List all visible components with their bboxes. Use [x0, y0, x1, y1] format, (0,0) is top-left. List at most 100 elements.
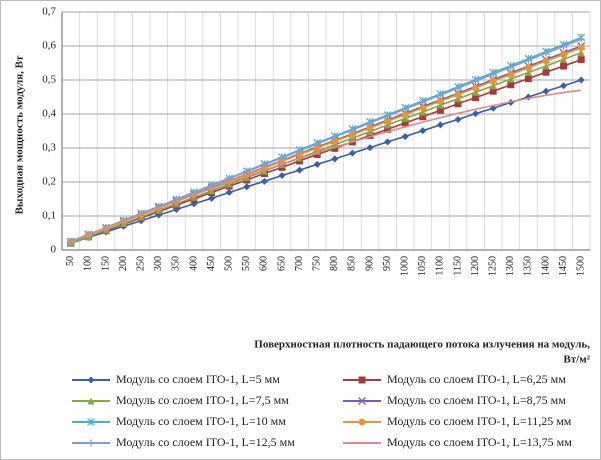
x-tick-label: 50 — [65, 256, 76, 266]
y-axis-label: Выходная мощность модуля, Вт — [14, 55, 26, 214]
x-tick-label: 750 — [311, 256, 322, 271]
marker — [366, 124, 374, 132]
marker — [225, 189, 233, 197]
marker — [358, 418, 366, 426]
legend-label: Модуль со слоем ITO-1, L=11,25 мм — [387, 414, 572, 428]
marker — [384, 117, 392, 125]
marker — [331, 155, 339, 163]
marker — [208, 194, 216, 202]
y-tick-label: 0,4 — [42, 108, 56, 120]
y-tick-label: 0,2 — [42, 176, 56, 188]
marker — [507, 81, 515, 89]
marker — [296, 166, 304, 174]
marker — [87, 397, 95, 405]
marker — [243, 183, 251, 191]
y-tick-label: 0,5 — [42, 74, 56, 86]
marker — [507, 63, 515, 71]
marker — [366, 131, 374, 139]
x-tick-label: 800 — [329, 256, 340, 271]
marker — [507, 71, 515, 79]
y-tick-label: 0,1 — [42, 210, 56, 222]
marker — [507, 75, 515, 83]
marker — [489, 77, 497, 85]
marker — [489, 87, 497, 95]
series-line — [70, 79, 582, 244]
marker — [524, 69, 532, 77]
x-tick-label: 1000 — [399, 256, 410, 276]
legend-label: Модуль со слоем ITO-1, L=13,75 мм — [387, 435, 572, 449]
x-tick-label: 850 — [347, 256, 358, 271]
marker — [401, 111, 409, 119]
legend-label: Модуль со слоем ITO-1, L=10 мм — [116, 414, 286, 428]
y-tick-label: 0,3 — [42, 142, 56, 154]
y-tick-label: 0 — [51, 244, 57, 256]
series-line — [70, 38, 582, 243]
marker — [524, 56, 532, 64]
marker — [313, 160, 321, 168]
marker — [542, 62, 550, 70]
marker — [384, 121, 392, 129]
marker — [87, 439, 95, 447]
marker — [348, 131, 356, 139]
marker — [436, 97, 444, 105]
series-line — [70, 89, 582, 243]
marker — [524, 75, 532, 83]
x-tick-label: 400 — [188, 256, 199, 271]
marker — [489, 70, 497, 78]
x-tick-label: 350 — [171, 256, 182, 271]
marker — [331, 133, 339, 141]
marker — [331, 144, 339, 152]
marker — [454, 91, 462, 99]
marker — [331, 137, 339, 145]
marker — [278, 172, 286, 180]
marker — [419, 127, 427, 135]
marker — [366, 128, 374, 136]
marker — [489, 82, 497, 90]
marker — [560, 82, 568, 90]
marker — [560, 51, 568, 58]
marker — [384, 112, 392, 120]
x-tick-label: 950 — [382, 256, 393, 271]
marker — [436, 101, 444, 109]
legend-label: Модуль со слоем ITO-1, L=7,5 мм — [116, 393, 289, 407]
marker — [313, 140, 321, 148]
marker — [454, 95, 462, 103]
marker — [358, 376, 366, 384]
marker — [454, 115, 462, 123]
marker — [348, 149, 356, 157]
marker — [401, 114, 409, 122]
marker — [419, 104, 427, 112]
x-tick-label: 1350 — [523, 256, 534, 276]
marker — [87, 376, 95, 384]
legend-label: Модуль со слоем ITO-1, L=6,25 мм — [387, 372, 566, 386]
marker — [296, 150, 304, 158]
legend-label: Модуль со слоем ITO-1, L=5 мм — [116, 372, 280, 386]
marker — [401, 119, 409, 127]
x-tick-label: 650 — [276, 256, 287, 271]
marker — [419, 108, 427, 116]
marker — [542, 68, 550, 76]
marker — [366, 119, 374, 127]
marker — [87, 418, 95, 426]
x-tick-label: 1050 — [417, 256, 428, 276]
marker — [542, 49, 550, 57]
marker — [278, 154, 286, 162]
x-tick-label: 100 — [83, 256, 94, 271]
marker — [454, 84, 462, 92]
x-tick-label: 600 — [259, 256, 270, 271]
marker — [436, 106, 444, 114]
marker — [401, 105, 409, 113]
marker — [243, 168, 251, 176]
x-tick-label: 1300 — [505, 256, 516, 276]
marker — [454, 100, 462, 108]
marker — [384, 125, 392, 133]
y-tick-label: 0,7 — [42, 6, 56, 18]
x-tick-label: 1500 — [575, 256, 586, 276]
marker — [472, 77, 480, 85]
marker — [577, 49, 585, 57]
marker — [436, 91, 444, 99]
marker — [401, 132, 409, 140]
marker — [542, 87, 550, 95]
y-tick-label: 0,6 — [42, 40, 56, 52]
x-axis-label: Вт/м² — [563, 354, 590, 366]
